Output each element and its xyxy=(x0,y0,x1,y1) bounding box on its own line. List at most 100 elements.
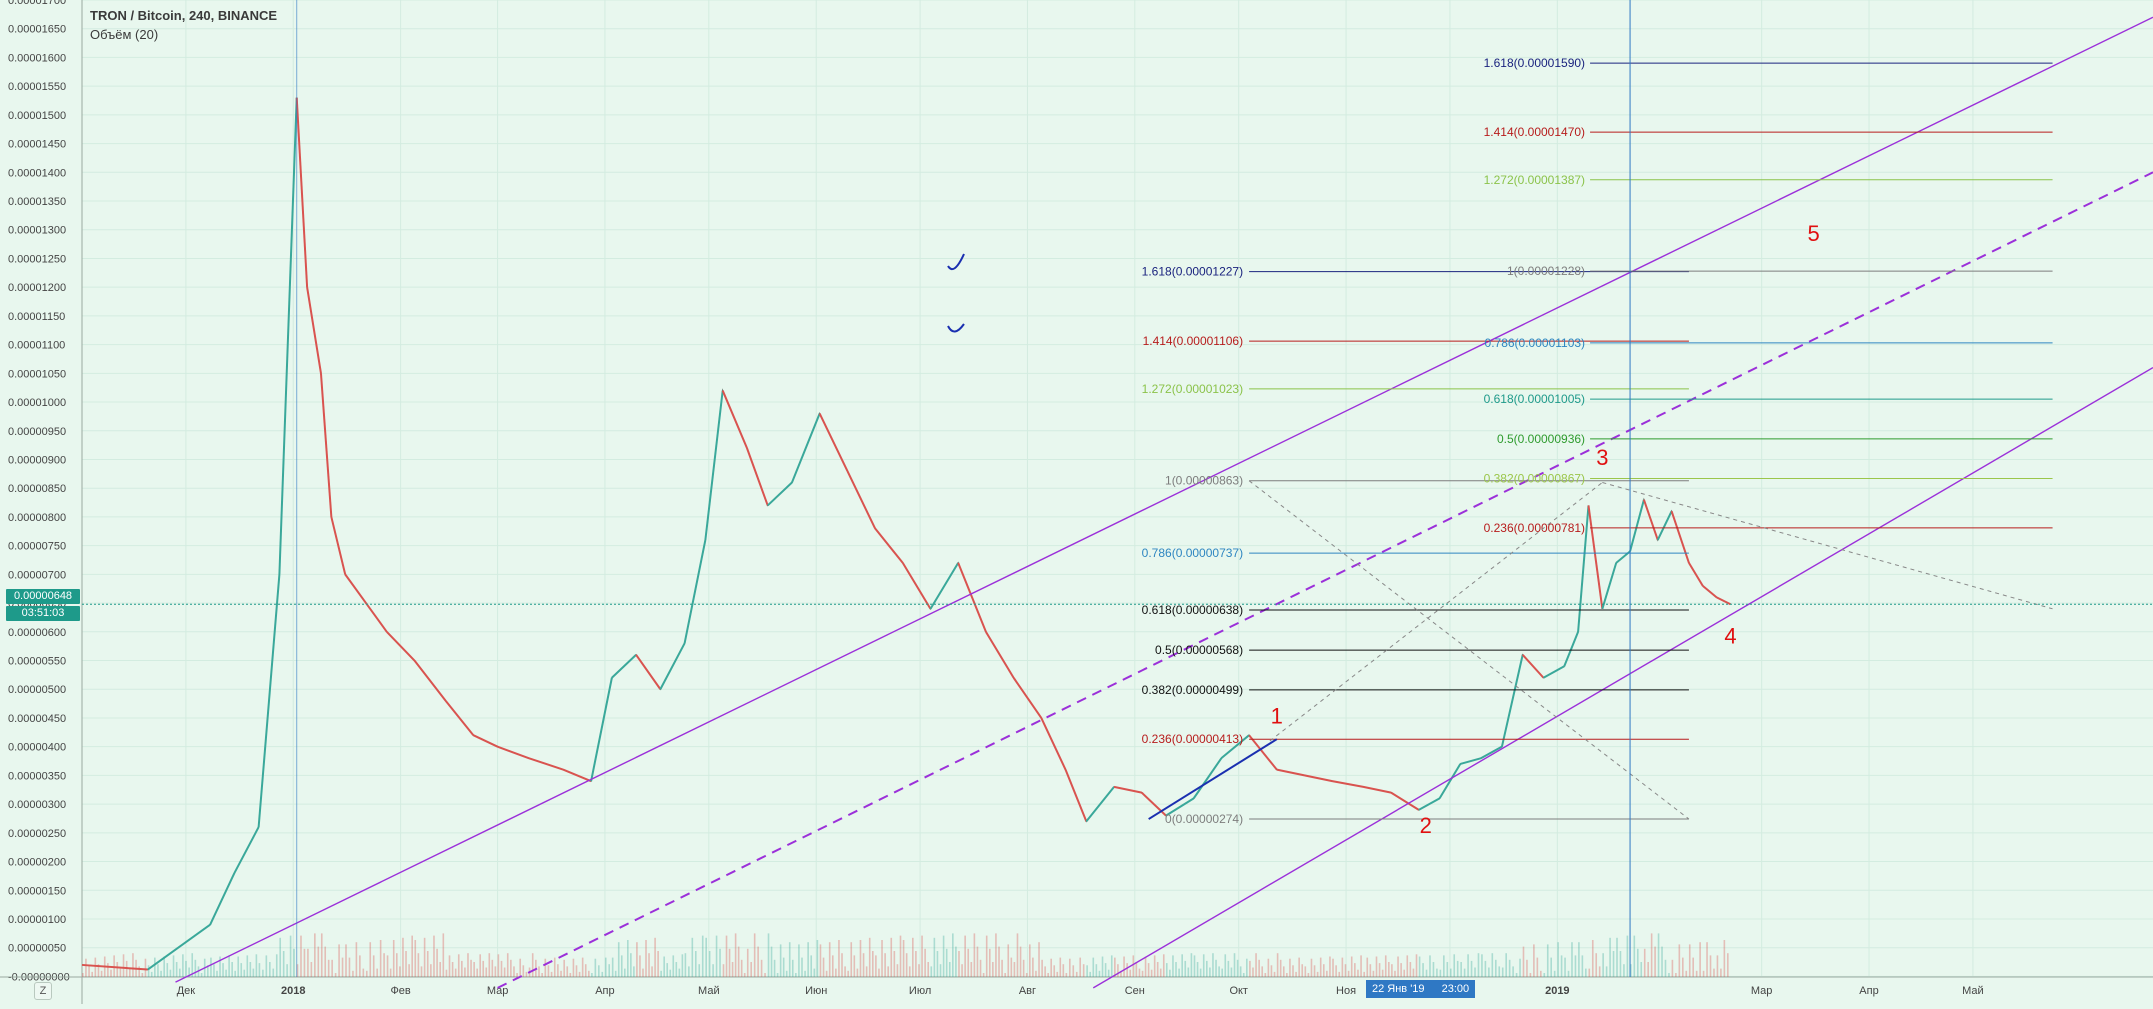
y-tick-label: 0.00001050 xyxy=(8,368,66,380)
price-segment xyxy=(818,413,849,472)
volume-bar xyxy=(841,953,843,977)
volume-bar xyxy=(334,973,337,977)
volume-bar xyxy=(884,953,886,977)
volume-bar xyxy=(887,966,889,977)
price-segment xyxy=(1670,510,1690,564)
volume-bar xyxy=(433,935,435,977)
volume-bar xyxy=(169,969,172,977)
volume-bar xyxy=(386,955,389,977)
volume-bar xyxy=(1388,962,1390,977)
price-segment xyxy=(147,923,211,971)
volume-bar xyxy=(116,962,119,977)
volume-bar xyxy=(1460,962,1462,977)
price-segment xyxy=(1248,734,1278,771)
volume-bar xyxy=(362,968,365,977)
price-segment xyxy=(563,768,592,783)
volume-bar xyxy=(82,973,84,977)
volume-bar xyxy=(575,965,578,977)
volume-bar xyxy=(948,962,951,977)
volume-bar xyxy=(1702,970,1705,977)
volume-bar xyxy=(338,944,340,977)
volume-bar xyxy=(734,933,737,977)
fib-level-label: 0.236(0.00000413) xyxy=(1142,732,1243,746)
volume-bar xyxy=(905,953,908,977)
volume-bar xyxy=(1543,973,1546,977)
wave-label: 1 xyxy=(1271,704,1283,729)
volume-bar xyxy=(1366,957,1369,977)
volume-bar xyxy=(1035,970,1037,977)
volume-bar xyxy=(219,956,221,977)
wave-label: 5 xyxy=(1807,221,1819,246)
price-segment xyxy=(1332,780,1364,788)
volume-bar xyxy=(194,959,197,977)
price-segment xyxy=(1601,562,1618,610)
volume-bar xyxy=(801,957,803,977)
volume-bar xyxy=(1429,955,1431,977)
volume-bar xyxy=(1230,967,1233,977)
volume-bar xyxy=(1224,954,1227,977)
y-tick-label: 0.00000750 xyxy=(8,541,66,553)
y-tick-label: 0.00000100 xyxy=(8,914,66,926)
volume-bar xyxy=(1156,962,1159,977)
volume-bar xyxy=(1505,953,1507,977)
price-segment xyxy=(874,527,904,564)
volume-bar xyxy=(531,953,534,977)
volume-bar xyxy=(476,968,478,977)
volume-bar xyxy=(1123,956,1125,977)
volume-bar xyxy=(1727,953,1729,977)
volume-bar xyxy=(930,966,933,977)
volume-bar xyxy=(1101,956,1104,977)
volume-bar xyxy=(482,960,485,977)
volume-bar xyxy=(1062,964,1065,977)
volume-bar xyxy=(1425,969,1428,977)
volume-bar xyxy=(578,971,581,977)
volume-bar xyxy=(1347,970,1350,977)
wave-label: 4 xyxy=(1724,623,1736,648)
volume-bar xyxy=(1079,957,1082,977)
zoom-button[interactable]: Z xyxy=(34,982,52,1000)
volume-bar xyxy=(1409,962,1412,977)
volume-bar xyxy=(1378,963,1381,977)
volume-bar xyxy=(275,954,278,977)
volume-bar xyxy=(234,970,236,977)
volume-bar xyxy=(210,957,212,977)
volume-bar xyxy=(405,951,407,977)
volume-bar xyxy=(964,935,966,977)
volume-bar xyxy=(464,967,466,977)
x-tick-label: Июн xyxy=(805,985,827,997)
volume-bar xyxy=(1199,968,1202,977)
volume-bar xyxy=(423,937,426,977)
price-segment xyxy=(1629,499,1645,552)
volume-bar xyxy=(588,970,590,977)
fib-diagonal xyxy=(1602,481,2053,610)
volume-bar xyxy=(838,940,840,977)
volume-bar xyxy=(550,971,553,977)
volume-bar xyxy=(1533,944,1535,977)
y-tick-label: 0.00000150 xyxy=(8,885,66,897)
volume-bar xyxy=(341,957,344,977)
fib-diagonal xyxy=(1269,482,1603,742)
volume-bar xyxy=(1474,967,1476,977)
y-tick-label: 0.00001650 xyxy=(8,24,66,36)
volume-bar xyxy=(402,937,404,977)
volume-bar xyxy=(681,954,684,977)
volume-bar xyxy=(1132,955,1135,977)
volume-bar xyxy=(1089,971,1092,977)
volume-bar xyxy=(122,954,125,977)
volume-bar xyxy=(1647,962,1649,977)
price-segment xyxy=(957,562,987,633)
volume-bar xyxy=(725,935,728,977)
volume-bar xyxy=(1678,944,1681,977)
volume-bar xyxy=(1412,968,1415,977)
volume-bar xyxy=(246,955,249,977)
volume-bar xyxy=(166,963,169,977)
volume-bar xyxy=(175,962,178,977)
volume-bar xyxy=(1557,942,1559,977)
volume-bar xyxy=(654,937,656,977)
volume-bar xyxy=(1436,968,1438,977)
volume-bar xyxy=(1640,962,1643,977)
volume-bar xyxy=(611,957,614,977)
volume-bar xyxy=(1456,960,1459,977)
